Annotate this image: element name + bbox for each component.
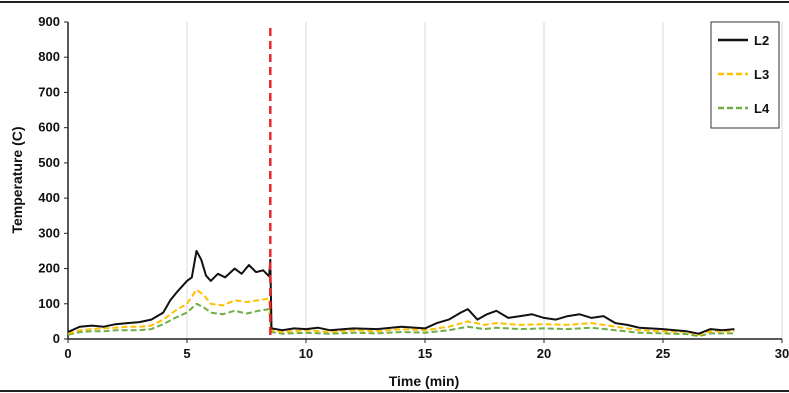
legend-label-l2: L2 [754, 33, 769, 48]
y-tick-label: 800 [38, 49, 60, 64]
x-tick-label: 15 [418, 346, 432, 361]
y-tick-label: 500 [38, 155, 60, 170]
y-tick-label: 400 [38, 190, 60, 205]
legend-label-l4: L4 [754, 101, 770, 116]
x-tick-label: 0 [64, 346, 71, 361]
series-lines [67, 249, 735, 338]
series-line-l4 [67, 302, 735, 338]
x-tick-labels: 0 5 10 15 20 25 30 [64, 346, 789, 361]
x-tick-label: 30 [775, 346, 789, 361]
y-tick-label: 300 [38, 225, 60, 240]
axes [64, 21, 783, 343]
y-tick-label: 100 [38, 296, 60, 311]
x-tick-label: 20 [537, 346, 551, 361]
legend: L2 L3 L4 [710, 21, 780, 129]
series-line-l3 [67, 288, 735, 336]
x-tick-label: 5 [183, 346, 190, 361]
x-tick-label: 25 [656, 346, 670, 361]
y-tick-label: 700 [38, 84, 60, 99]
y-axis-title: Temperature (C) [9, 126, 25, 233]
y-tick-label: 0 [53, 331, 60, 346]
grid-lines [186, 22, 783, 339]
y-tick-labels: 0 100 200 300 400 500 600 700 800 900 [38, 14, 60, 346]
y-tick-label: 600 [38, 120, 60, 135]
x-axis-title: Time (min) [389, 373, 460, 389]
legend-label-l3: L3 [754, 67, 769, 82]
x-tick-label: 10 [299, 346, 313, 361]
y-tick-label: 900 [38, 14, 60, 29]
y-tick-label: 200 [38, 261, 60, 276]
series-line-l2 [67, 249, 735, 335]
